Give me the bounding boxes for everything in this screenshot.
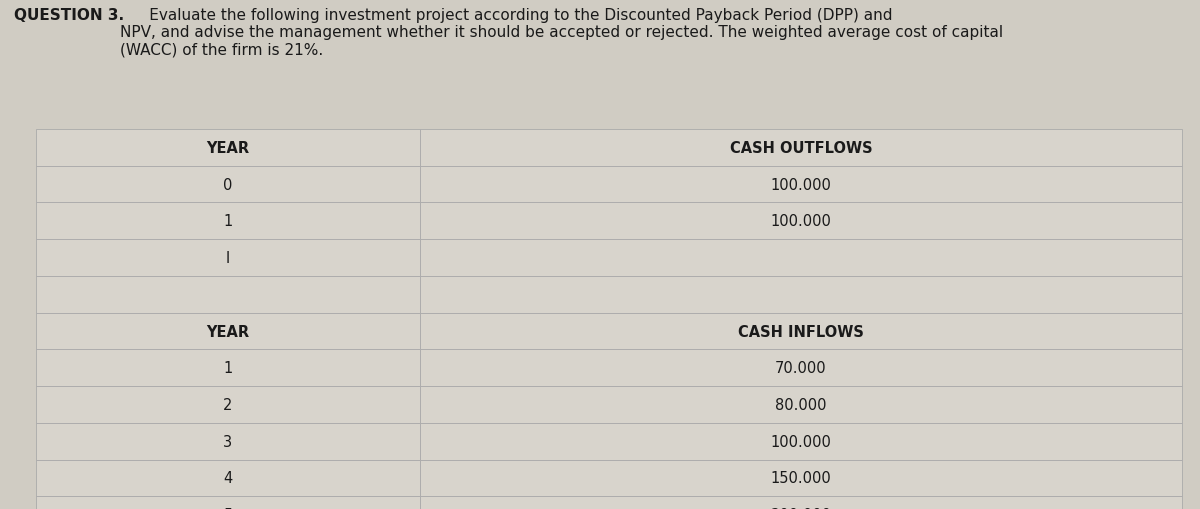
Text: 3: 3 xyxy=(223,434,233,449)
Text: 4: 4 xyxy=(223,470,233,486)
Text: 5: 5 xyxy=(223,507,233,509)
Text: 1: 1 xyxy=(223,214,233,229)
Text: I: I xyxy=(226,250,230,266)
Text: 150.000: 150.000 xyxy=(770,470,832,486)
Text: 80.000: 80.000 xyxy=(775,397,827,412)
Text: QUESTION 3.: QUESTION 3. xyxy=(14,8,125,22)
Text: YEAR: YEAR xyxy=(206,324,250,339)
Text: 100.000: 100.000 xyxy=(770,177,832,192)
Text: 100.000: 100.000 xyxy=(770,434,832,449)
Text: YEAR: YEAR xyxy=(206,140,250,156)
Text: 100.000: 100.000 xyxy=(770,214,832,229)
Text: Evaluate the following investment project according to the Discounted Payback Pe: Evaluate the following investment projec… xyxy=(120,8,1003,58)
Text: 0: 0 xyxy=(223,177,233,192)
Text: 1: 1 xyxy=(223,360,233,376)
Text: 200.000: 200.000 xyxy=(770,507,832,509)
Text: 70.000: 70.000 xyxy=(775,360,827,376)
Text: 2: 2 xyxy=(223,397,233,412)
Text: CASH INFLOWS: CASH INFLOWS xyxy=(738,324,864,339)
Text: CASH OUTFLOWS: CASH OUTFLOWS xyxy=(730,140,872,156)
